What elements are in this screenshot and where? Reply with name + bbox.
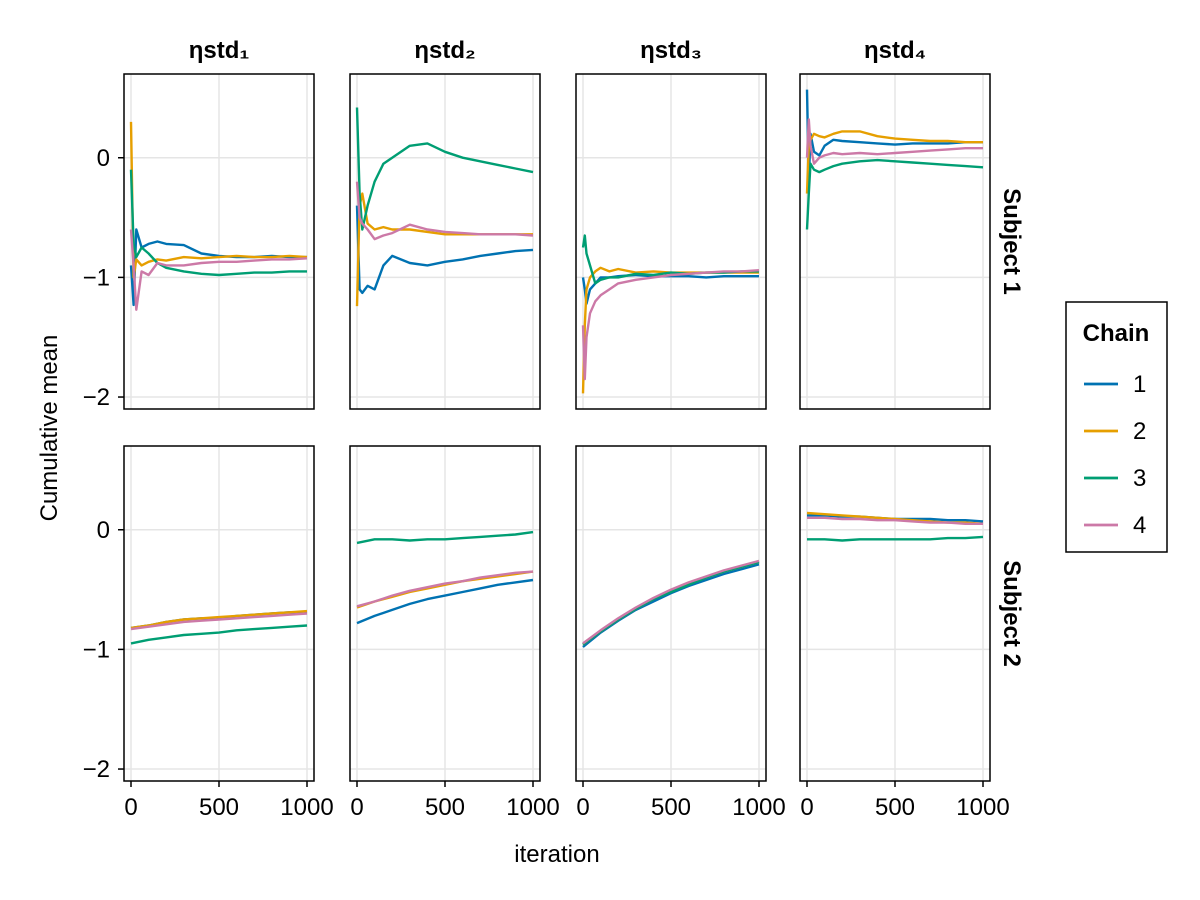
panel-title: ηstd₂: [414, 37, 475, 64]
row-label: Subject 1: [998, 188, 1025, 295]
x-tick-label: 0: [124, 794, 137, 821]
x-tick-label: 0: [800, 794, 813, 821]
series-line-chain-4: [805, 118, 983, 165]
series-line-chain-3: [807, 535, 984, 542]
panel-title: ηstd₄: [864, 37, 926, 64]
panel: −2 −1 0: [83, 73, 315, 411]
panel-frame: [349, 73, 541, 410]
panels-layer: ηstd₁ ηstd₂ ηstd₃ ηstd₄ Subject 1 Subject 2 −2…: [83, 37, 1025, 821]
x-tick-label: 1000: [506, 794, 559, 821]
legend-entry-label: 1: [1133, 371, 1146, 398]
panel: −2 −1 0 0 500 1000: [83, 445, 334, 821]
panel-frame: [575, 73, 767, 410]
panel: 0 500 1000: [799, 445, 1010, 821]
series-line-chain-4: [582, 559, 760, 645]
series-line-chain-4: [129, 229, 308, 311]
legend: Chain 1 2 3 4: [1065, 301, 1168, 553]
y-tick-label: −2: [83, 756, 110, 783]
series-line-chain-4: [807, 516, 983, 525]
series-line-chain-3: [355, 107, 534, 231]
y-tick-label: 0: [97, 145, 110, 172]
x-axis-label: iteration: [514, 841, 599, 868]
series-line-chain-1: [356, 578, 534, 625]
series-line-chain-3: [130, 624, 308, 645]
series-line-chain-3: [129, 169, 307, 277]
y-axis-label: Cumulative mean: [36, 335, 63, 522]
series-line-chain-3: [805, 158, 984, 230]
x-tick-label: 500: [425, 794, 465, 821]
x-tick-label: 0: [576, 794, 589, 821]
series-line-chain-2: [130, 609, 308, 630]
y-tick-label: 0: [97, 517, 110, 544]
x-tick-label: 1000: [732, 794, 785, 821]
panel: 0 500 1000: [575, 445, 786, 821]
legend-entry-label: 3: [1133, 465, 1146, 492]
series-line-chain-1: [355, 205, 534, 295]
x-tick-label: 500: [651, 794, 691, 821]
x-tick-label: 1000: [280, 794, 333, 821]
panel-title: ηstd₁: [189, 37, 250, 64]
series-line-chain-4: [356, 570, 534, 608]
panel-title: ηstd₃: [640, 37, 702, 64]
x-tick-label: 0: [350, 794, 363, 821]
x-tick-label: 500: [199, 794, 239, 821]
y-tick-label: −2: [83, 384, 110, 411]
x-tick-label: 500: [875, 794, 915, 821]
panel: [575, 73, 767, 410]
panel: [799, 73, 991, 410]
legend-box: [1065, 301, 1168, 553]
y-tick-label: −1: [83, 264, 110, 291]
row-label: Subject 2: [998, 560, 1025, 667]
legend-entry-label: 2: [1133, 418, 1146, 445]
series-line-chain-2: [805, 130, 983, 194]
legend-title: Chain: [1083, 320, 1150, 347]
legend-entry-label: 4: [1133, 512, 1146, 539]
series-line-chain-2: [129, 121, 308, 279]
panel: 0 500 1000: [349, 445, 560, 821]
series-line-chain-4: [581, 269, 760, 381]
panel-frame: [123, 73, 315, 410]
panel-frame: [799, 73, 991, 410]
x-tick-label: 1000: [956, 794, 1009, 821]
series-line-chain-3: [356, 530, 534, 545]
y-tick-label: −1: [83, 636, 110, 663]
series-line-chain-4: [355, 181, 534, 241]
panel: [349, 73, 541, 410]
series-line-chain-4: [130, 612, 308, 631]
series-line-chain-1: [805, 89, 983, 183]
